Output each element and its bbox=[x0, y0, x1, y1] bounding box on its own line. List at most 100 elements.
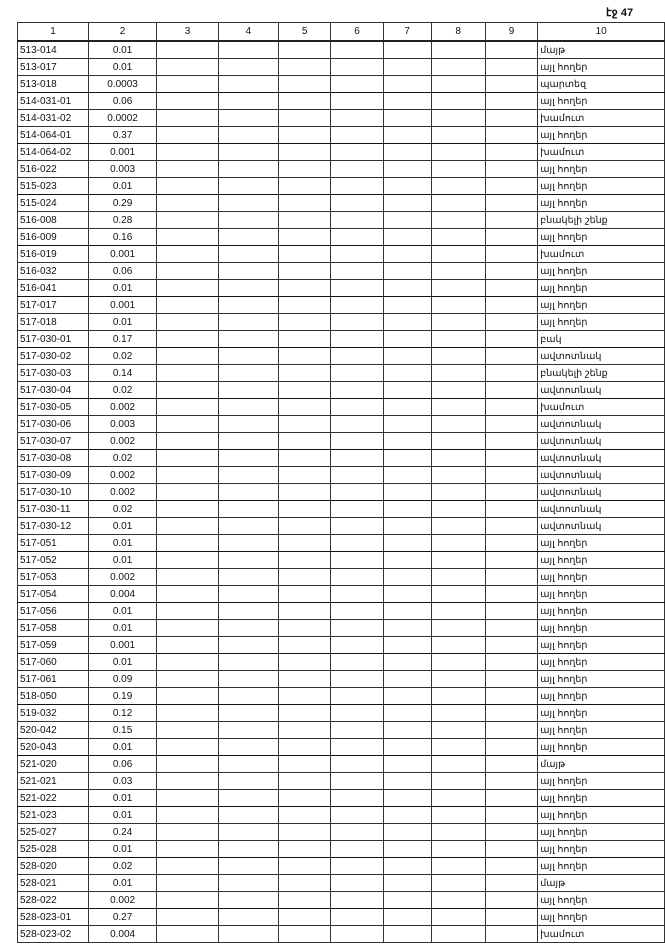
area-value: 0.002 bbox=[88, 891, 158, 909]
empty-cell bbox=[156, 398, 219, 416]
empty-cell bbox=[217, 602, 279, 620]
empty-cell bbox=[382, 398, 432, 416]
empty-cell bbox=[217, 194, 279, 212]
area-value: 0.002 bbox=[88, 398, 158, 416]
empty-cell bbox=[277, 874, 332, 892]
table-row: 517-030-08 0.02 ավտոտնակ bbox=[16, 449, 665, 467]
empty-cell bbox=[217, 211, 279, 229]
empty-cell bbox=[430, 925, 486, 943]
land-use: ավտոտնակ bbox=[537, 432, 665, 450]
empty-cell bbox=[430, 466, 486, 484]
empty-cell bbox=[217, 670, 279, 688]
empty-cell bbox=[217, 40, 279, 59]
table-row: 521-022 0.01 այլ հողեր bbox=[16, 789, 665, 807]
land-use: ավտոտնակ bbox=[537, 466, 665, 484]
empty-cell bbox=[217, 857, 279, 875]
table-row: 528-023-01 0.27 այլ հողեր bbox=[16, 908, 665, 926]
area-value: 0.01 bbox=[88, 313, 158, 331]
empty-cell bbox=[277, 840, 332, 858]
area-value: 0.01 bbox=[88, 619, 158, 637]
empty-cell bbox=[382, 160, 432, 178]
empty-cell bbox=[382, 772, 432, 790]
empty-cell bbox=[330, 500, 384, 518]
empty-cell bbox=[277, 755, 332, 773]
empty-cell bbox=[277, 466, 332, 484]
parcel-code: 525-028 bbox=[16, 840, 90, 858]
land-use: խամուտ bbox=[537, 398, 665, 416]
land-use: մայթ bbox=[537, 874, 665, 892]
parcel-code: 525-027 bbox=[16, 823, 90, 841]
empty-cell bbox=[382, 806, 432, 824]
table-row: 513-017 0.01 այլ հողեր bbox=[16, 58, 665, 76]
empty-cell bbox=[382, 126, 432, 144]
empty-cell bbox=[277, 279, 332, 297]
empty-cell bbox=[382, 908, 432, 926]
empty-cell bbox=[330, 670, 384, 688]
empty-cell bbox=[217, 228, 279, 246]
land-use: այլ հողեր bbox=[537, 687, 665, 705]
area-value: 0.01 bbox=[88, 789, 158, 807]
empty-cell bbox=[484, 92, 539, 110]
empty-cell bbox=[277, 40, 332, 59]
empty-cell bbox=[484, 857, 539, 875]
empty-cell bbox=[217, 585, 279, 603]
table-row: 517-017 0.001 այլ հողեր bbox=[16, 296, 665, 314]
empty-cell bbox=[484, 211, 539, 229]
empty-cell bbox=[277, 738, 332, 756]
area-value: 0.01 bbox=[88, 58, 158, 76]
empty-cell bbox=[156, 364, 219, 382]
empty-cell bbox=[156, 551, 219, 569]
empty-cell bbox=[156, 177, 219, 195]
area-value: 0.004 bbox=[88, 585, 158, 603]
parcel-code: 521-023 bbox=[16, 806, 90, 824]
empty-cell bbox=[382, 704, 432, 722]
table-row: 516-022 0.003 այլ հողեր bbox=[16, 160, 665, 178]
column-header-1: 1 bbox=[16, 22, 90, 42]
empty-cell bbox=[484, 755, 539, 773]
empty-cell bbox=[217, 364, 279, 382]
empty-cell bbox=[430, 381, 486, 399]
area-value: 0.01 bbox=[88, 653, 158, 671]
empty-cell bbox=[156, 568, 219, 586]
empty-cell bbox=[382, 330, 432, 348]
empty-cell bbox=[217, 483, 279, 501]
empty-cell bbox=[330, 585, 384, 603]
empty-cell bbox=[382, 92, 432, 110]
empty-cell bbox=[484, 330, 539, 348]
empty-cell bbox=[277, 126, 332, 144]
empty-cell bbox=[382, 228, 432, 246]
column-header-6: 6 bbox=[330, 22, 384, 42]
land-use: ավտոտնակ bbox=[537, 415, 665, 433]
empty-cell bbox=[430, 670, 486, 688]
table-row: 517-030-02 0.02 ավտոտնակ bbox=[16, 347, 665, 365]
empty-cell bbox=[430, 228, 486, 246]
empty-cell bbox=[484, 891, 539, 909]
empty-cell bbox=[156, 75, 219, 93]
land-use: այլ հողեր bbox=[537, 551, 665, 569]
column-header-3: 3 bbox=[156, 22, 219, 42]
empty-cell bbox=[330, 636, 384, 654]
empty-cell bbox=[330, 228, 384, 246]
parcel-code: 517-030-01 bbox=[16, 330, 90, 348]
area-value: 0.01 bbox=[88, 40, 158, 59]
table-row: 528-020 0.02 այլ հողեր bbox=[16, 857, 665, 875]
parcel-code: 521-020 bbox=[16, 755, 90, 773]
land-use: խամուտ bbox=[537, 143, 665, 161]
parcel-code: 517-030-12 bbox=[16, 517, 90, 535]
empty-cell bbox=[277, 789, 332, 807]
area-value: 0.004 bbox=[88, 925, 158, 943]
empty-cell bbox=[382, 75, 432, 93]
empty-cell bbox=[156, 381, 219, 399]
table-row: 528-023-02 0.004 խամուտ bbox=[16, 925, 665, 943]
parcel-code: 516-019 bbox=[16, 245, 90, 263]
empty-cell bbox=[277, 823, 332, 841]
empty-cell bbox=[484, 262, 539, 280]
land-use: բնակելի շենք bbox=[537, 211, 665, 229]
empty-cell bbox=[382, 551, 432, 569]
table-row: 514-064-01 0.37 այլ հողեր bbox=[16, 126, 665, 144]
empty-cell bbox=[430, 891, 486, 909]
empty-cell bbox=[277, 670, 332, 688]
empty-cell bbox=[382, 381, 432, 399]
empty-cell bbox=[430, 840, 486, 858]
empty-cell bbox=[430, 500, 486, 518]
